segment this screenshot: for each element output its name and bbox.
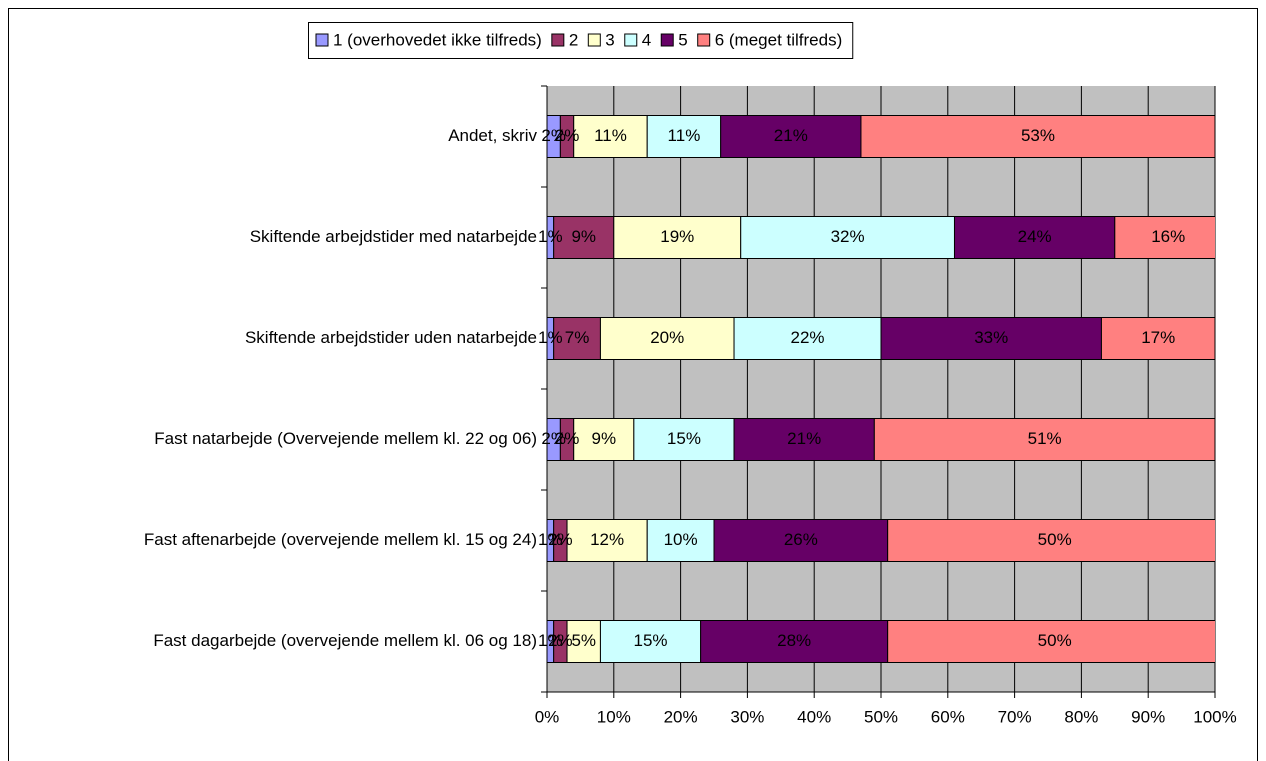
bar-segment bbox=[873, 418, 1215, 461]
value-label: 11% bbox=[668, 126, 701, 145]
value-label: 53% bbox=[1021, 126, 1055, 145]
legend-label: 5 bbox=[678, 30, 687, 49]
x-tick-label: 70% bbox=[998, 707, 1032, 726]
bar-segment bbox=[646, 519, 715, 562]
value-label: 1% bbox=[538, 328, 563, 347]
bar-segment bbox=[740, 216, 955, 259]
value-label: 28% bbox=[777, 631, 811, 650]
value-label: 24% bbox=[1018, 227, 1052, 246]
bar-segment bbox=[733, 317, 882, 360]
value-label: 15% bbox=[634, 631, 668, 650]
x-tick-label: 60% bbox=[931, 707, 965, 726]
bar-segment bbox=[599, 620, 702, 663]
x-tick-label: 80% bbox=[1064, 707, 1098, 726]
bar-segment bbox=[953, 216, 1116, 259]
value-label: 21% bbox=[787, 429, 821, 448]
value-label: 15% bbox=[667, 429, 701, 448]
bar-segment bbox=[880, 317, 1102, 360]
value-label: 12% bbox=[590, 530, 624, 549]
value-label: 2% bbox=[548, 530, 573, 549]
y-tick-label: Skiftende arbejdstider med natarbejde bbox=[250, 227, 537, 246]
legend-swatch bbox=[624, 33, 638, 47]
legend-label: 3 bbox=[605, 30, 614, 49]
bar-segment bbox=[700, 620, 889, 663]
value-label: 10% bbox=[664, 530, 698, 549]
x-tick-label: 90% bbox=[1131, 707, 1165, 726]
x-tick-label: 0% bbox=[535, 707, 560, 726]
bar-segment bbox=[1114, 216, 1215, 259]
value-label: 50% bbox=[1038, 631, 1072, 650]
bar-segment bbox=[860, 115, 1215, 158]
bar-segment bbox=[553, 216, 615, 259]
value-label: 1% bbox=[538, 227, 563, 246]
x-tick-label: 50% bbox=[864, 707, 898, 726]
bar-segment bbox=[553, 317, 601, 360]
x-tick-label: 10% bbox=[597, 707, 631, 726]
bar-segment bbox=[733, 418, 875, 461]
value-label: 51% bbox=[1028, 429, 1062, 448]
bar-segment bbox=[887, 620, 1215, 663]
value-label: 9% bbox=[591, 429, 616, 448]
value-label: 33% bbox=[974, 328, 1008, 347]
value-label: 2% bbox=[555, 429, 580, 448]
bar-segment bbox=[566, 519, 648, 562]
legend-swatch bbox=[697, 33, 711, 47]
bar-segment bbox=[613, 216, 742, 259]
value-label: 2% bbox=[548, 631, 573, 650]
value-label: 1% bbox=[538, 631, 563, 650]
x-tick-label: 40% bbox=[797, 707, 831, 726]
bar-segment bbox=[633, 418, 735, 461]
legend-box bbox=[308, 22, 854, 59]
bar-segment bbox=[599, 317, 735, 360]
value-label: 5% bbox=[571, 631, 596, 650]
value-label: 1% bbox=[538, 530, 563, 549]
y-tick-label: Fast natarbejde (Overvejende mellem kl. … bbox=[154, 429, 537, 448]
legend-label: 2 bbox=[569, 30, 578, 49]
y-tick-label: Andet, skriv bbox=[448, 126, 537, 145]
value-label: 21% bbox=[774, 126, 808, 145]
legend-swatch bbox=[660, 33, 674, 47]
value-label: 17% bbox=[1141, 328, 1175, 347]
value-label: 11% bbox=[594, 126, 627, 145]
x-tick-label: 100% bbox=[1193, 707, 1236, 726]
value-label: 22% bbox=[791, 328, 825, 347]
value-labels: 2%2% 11% 11% 21% 53%1% 9% 19% 32% 24% 16%1% 7% 20% 2… bbox=[538, 126, 1185, 650]
bar-segment bbox=[713, 519, 889, 562]
y-tick-label: Fast aftenarbejde (overvejende mellem kl… bbox=[144, 530, 537, 549]
bar-segment bbox=[573, 418, 635, 461]
value-label: 9% bbox=[571, 227, 596, 246]
legend-label: 4 bbox=[642, 30, 651, 49]
value-label: 2% bbox=[555, 126, 580, 145]
value-label: 7% bbox=[565, 328, 590, 347]
value-label: 26% bbox=[784, 530, 818, 549]
bar-segment bbox=[646, 115, 722, 158]
legend-label: 1 (overhovedet ikke tilfreds) bbox=[333, 30, 542, 49]
bar-segment bbox=[1100, 317, 1215, 360]
legend-label: 6 (meget tilfreds) bbox=[715, 30, 843, 49]
x-tick-label: 20% bbox=[664, 707, 698, 726]
value-label: 20% bbox=[650, 328, 684, 347]
value-label: 2% bbox=[541, 126, 566, 145]
value-label: 16% bbox=[1151, 227, 1185, 246]
value-label: 32% bbox=[831, 227, 865, 246]
bars bbox=[547, 115, 1215, 663]
y-tick-label: Skiftende arbejdstider uden natarbejde bbox=[245, 328, 537, 347]
legend-swatch bbox=[315, 33, 329, 47]
x-tick-label: 30% bbox=[730, 707, 764, 726]
bar-segment bbox=[720, 115, 862, 158]
legend-swatch bbox=[551, 33, 565, 47]
value-label: 2% bbox=[541, 429, 566, 448]
y-tick-label: Fast dagarbejde (overvejende mellem kl. … bbox=[153, 631, 537, 650]
bar-segment bbox=[887, 519, 1215, 562]
bar-segment bbox=[573, 115, 648, 158]
value-label: 19% bbox=[660, 227, 694, 246]
value-label: 50% bbox=[1038, 530, 1072, 549]
legend-swatch bbox=[587, 33, 601, 47]
